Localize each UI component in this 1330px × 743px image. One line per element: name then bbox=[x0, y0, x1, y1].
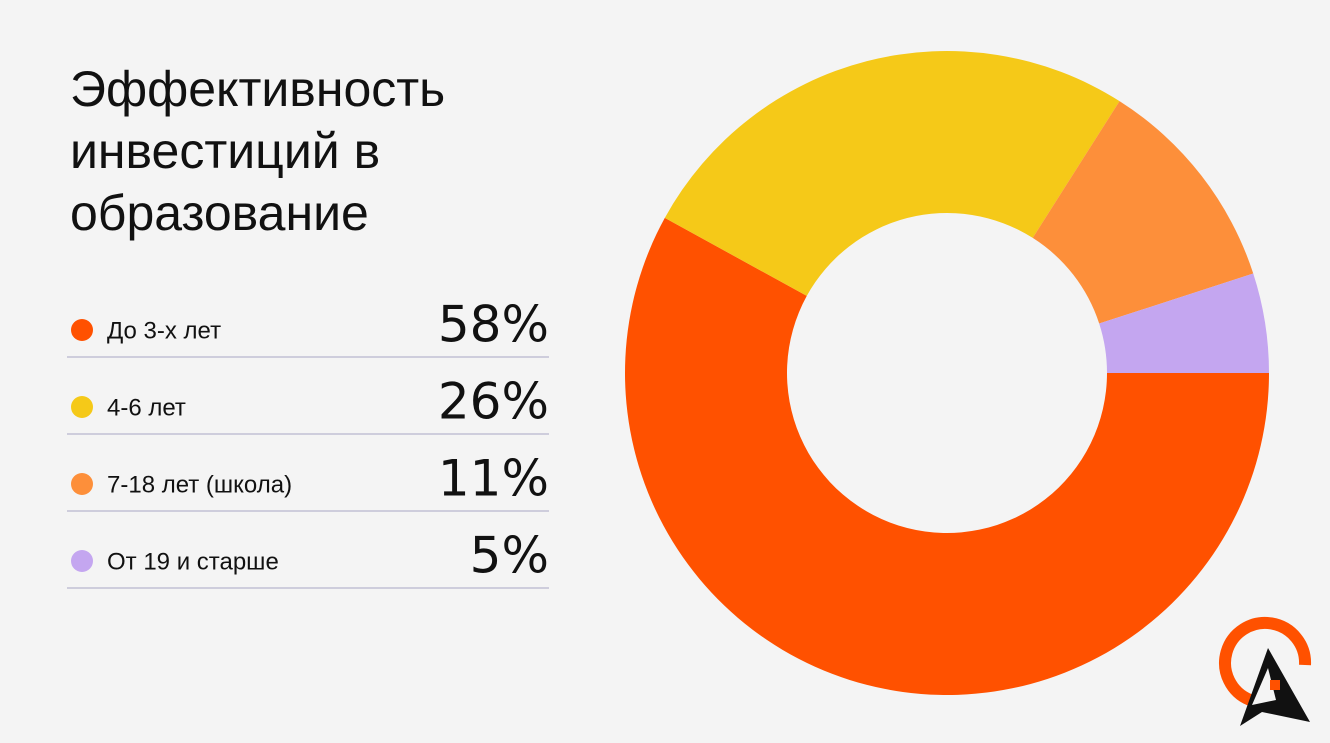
donut-slice bbox=[664, 50, 1120, 296]
donut-slice bbox=[625, 217, 1269, 695]
legend-label: До 3-х лет bbox=[107, 317, 221, 344]
legend-swatch bbox=[71, 396, 93, 418]
donut-slice bbox=[1032, 101, 1254, 324]
value-label: 11% bbox=[438, 450, 549, 508]
logo-arc bbox=[1219, 616, 1312, 706]
legend-label: 7-18 лет (школа) bbox=[107, 471, 292, 498]
donut-slice bbox=[1099, 273, 1269, 373]
value-label: 5% bbox=[470, 527, 549, 585]
legend-swatch bbox=[71, 550, 93, 572]
legend-label: От 19 и старше bbox=[107, 548, 279, 575]
logo bbox=[1219, 616, 1312, 726]
value-label: 58% bbox=[438, 296, 549, 354]
logo-square bbox=[1270, 680, 1280, 690]
legend-swatch bbox=[71, 319, 93, 341]
legend-label: 4-6 лет bbox=[107, 394, 186, 421]
value-label: 26% bbox=[438, 373, 549, 431]
legend-swatch bbox=[71, 473, 93, 495]
chart-title: Эффективность инвестиций в образование bbox=[70, 61, 446, 241]
